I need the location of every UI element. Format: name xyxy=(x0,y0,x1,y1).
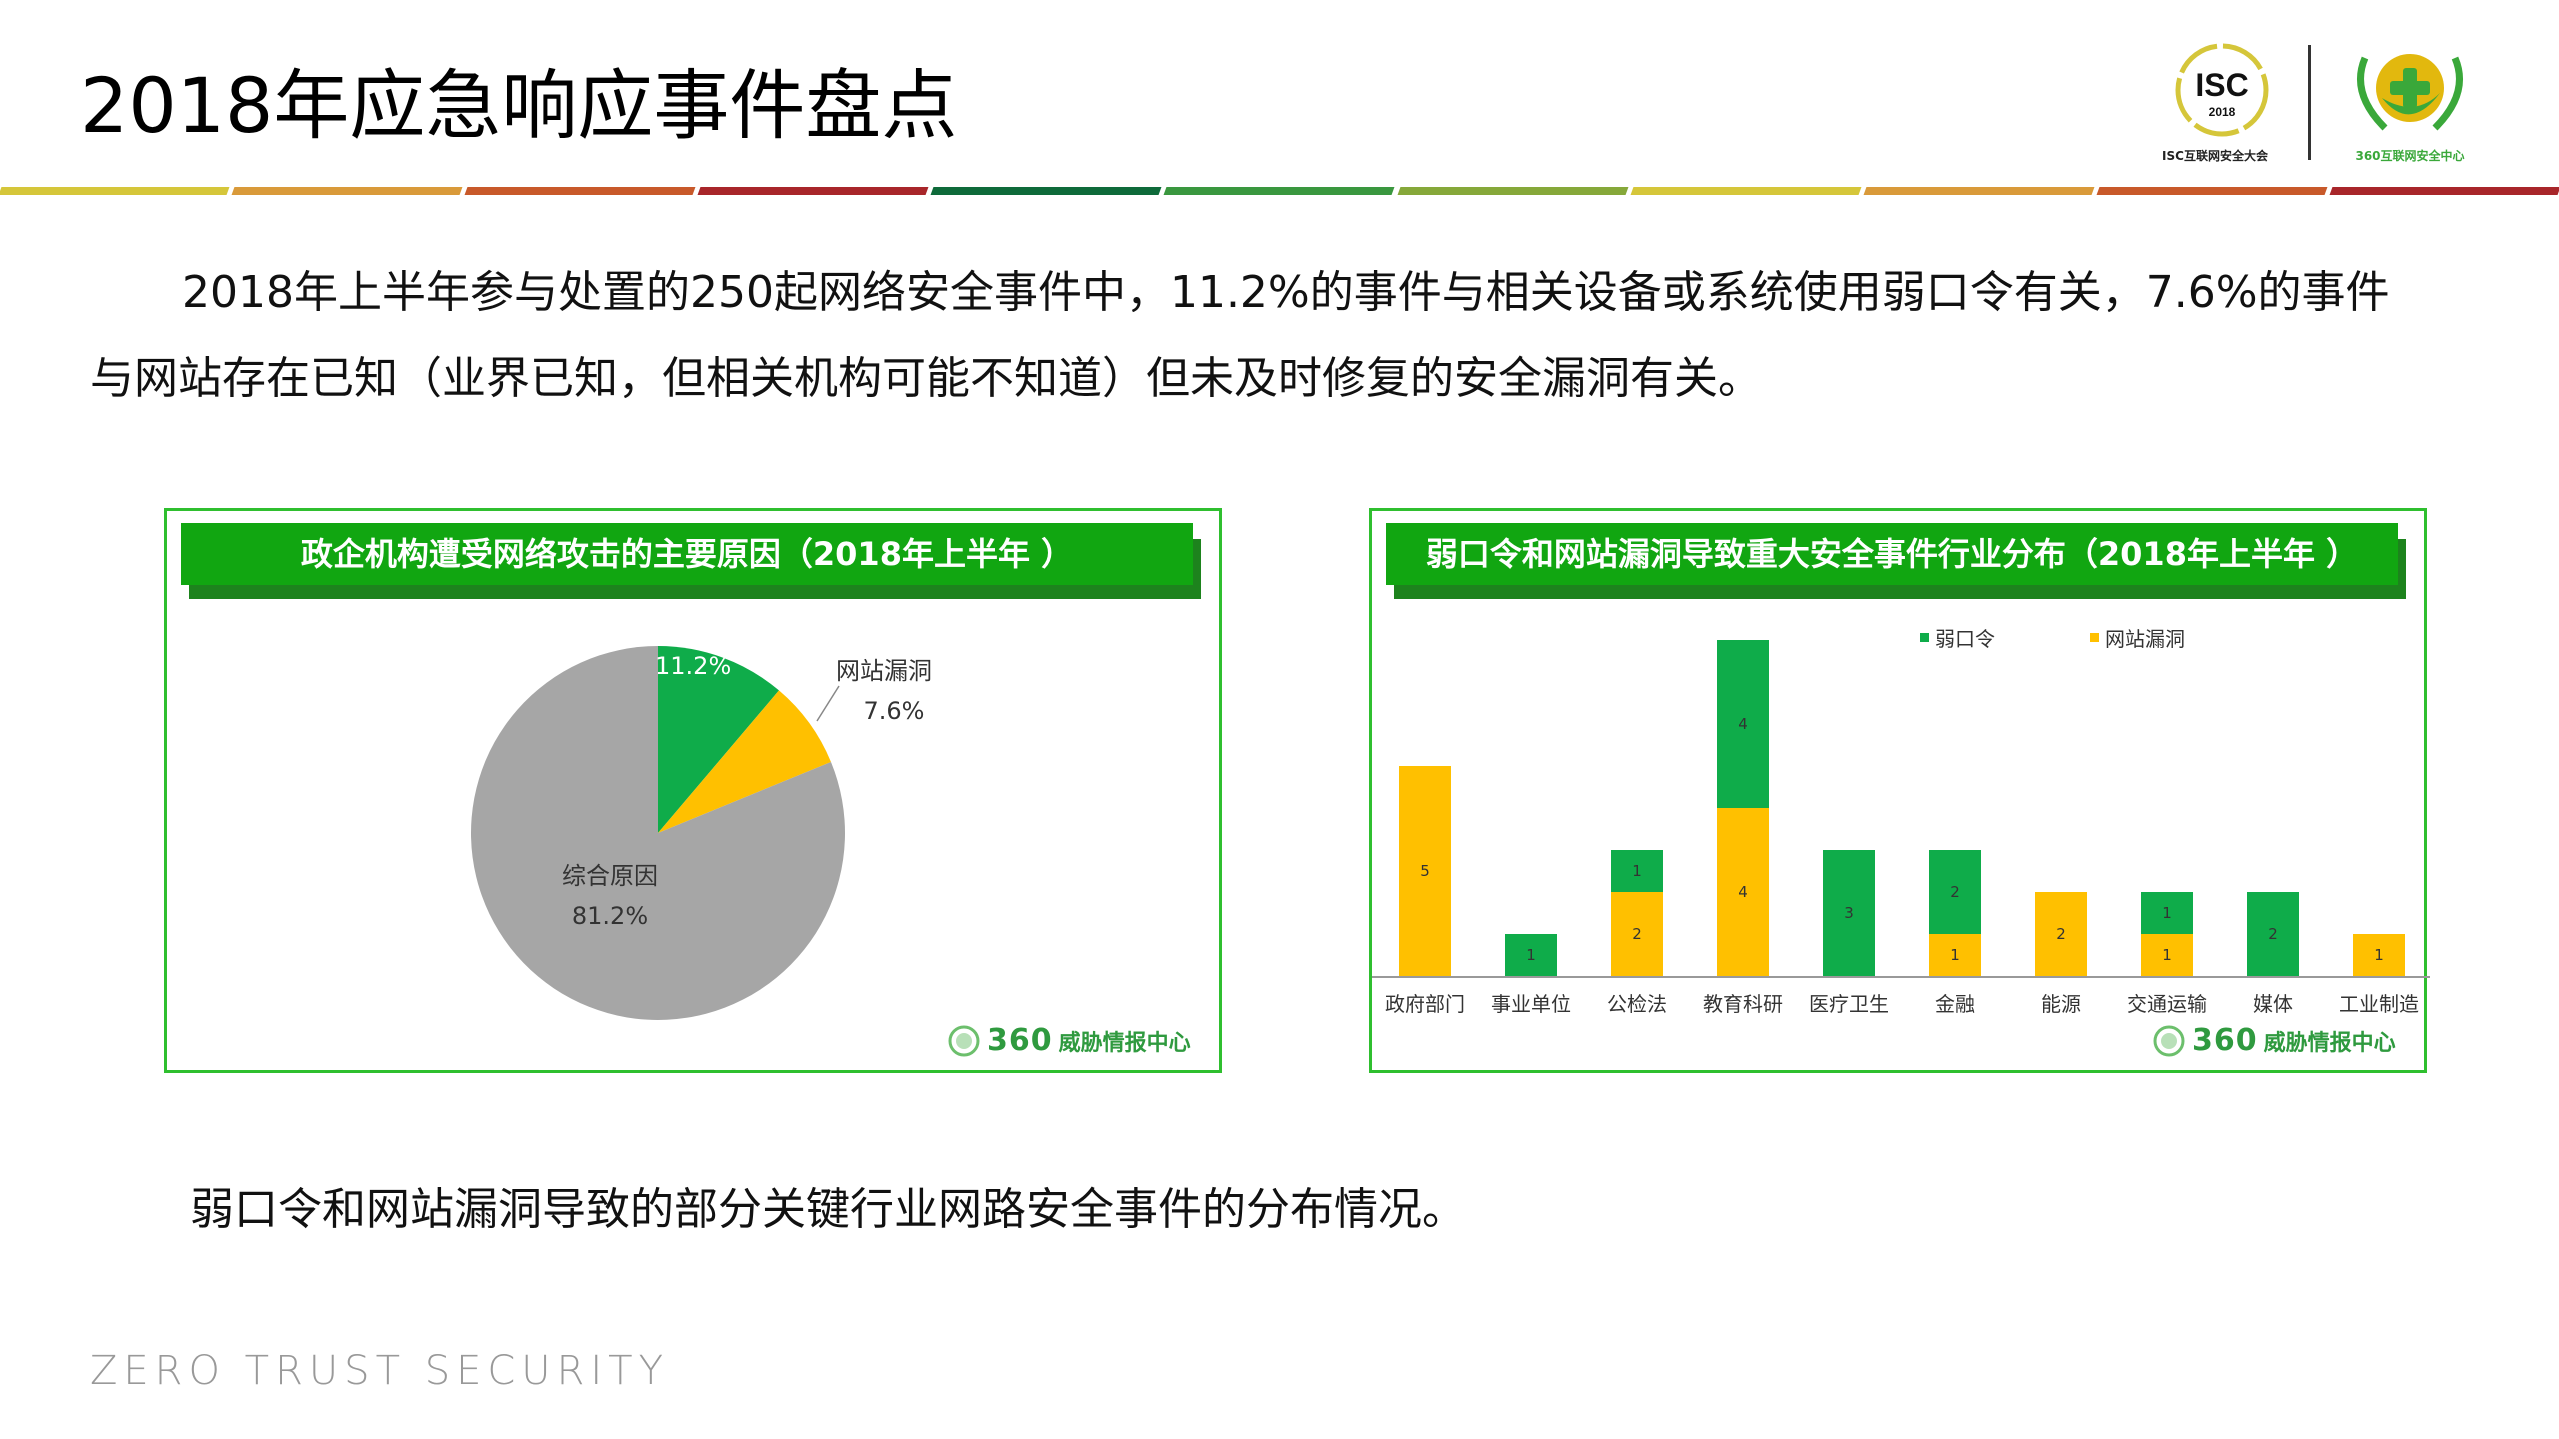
bar-segment-web-vuln: 1 xyxy=(2353,934,2405,976)
bar-segment-weak-password: 4 xyxy=(1717,640,1769,808)
bar-chart-panel: 弱口令和网站漏洞导致重大安全事件行业分布（2018年上半年 ） 弱口令 网站漏洞… xyxy=(1369,508,2430,1073)
pie-slice xyxy=(471,646,845,1020)
360-emblem-icon xyxy=(2153,1025,2185,1056)
watermark-text: 威胁情报中心 xyxy=(2263,1030,2396,1056)
bar-segment-weak-password: 2 xyxy=(2247,892,2299,976)
x-axis-label: 工业制造 xyxy=(2339,992,2419,1016)
bar-1: 1 xyxy=(1505,934,1557,976)
bar-6: 2 xyxy=(2035,892,2087,976)
legend-label: 网站漏洞 xyxy=(2105,627,2185,651)
bar-segment-web-vuln: 1 xyxy=(2141,934,2193,976)
page-title: 2018年应急响应事件盘点 xyxy=(80,61,958,150)
bar-segment-web-vuln: 5 xyxy=(1399,766,1451,976)
bar-segment-web-vuln: 1 xyxy=(1929,934,1981,976)
bar-segment-weak-password: 2 xyxy=(1929,850,1981,934)
x-axis-label: 事业单位 xyxy=(1491,992,1571,1016)
bar-segment-weak-password: 3 xyxy=(1823,850,1875,976)
stripe-segment xyxy=(1630,187,1862,195)
x-axis-label: 金融 xyxy=(1935,992,1975,1016)
watermark-360-threat-intel: 360 威胁情报中心 xyxy=(2152,1023,2396,1058)
stripe-segment xyxy=(231,187,463,195)
x-axis-label: 能源 xyxy=(2041,992,2081,1016)
pie-label-value: 81.2% xyxy=(571,902,649,930)
x-axis-label: 教育科研 xyxy=(1703,992,1783,1016)
svg-text:2018: 2018 xyxy=(2209,105,2236,119)
bar-segment-weak-password: 1 xyxy=(1505,934,1557,976)
watermark-360-threat-intel: 360 威胁情报中心 xyxy=(947,1023,1191,1058)
x-axis-label: 公检法 xyxy=(1607,992,1667,1016)
pie-label-name: 弱口令 xyxy=(657,612,730,640)
bar-9: 1 xyxy=(2353,934,2405,976)
pie-chart-title: 政企机构遭受网络攻击的主要原因（2018年上半年 ） xyxy=(181,523,1193,585)
pie-label-web-vuln: 网站漏洞 7.6% xyxy=(836,651,932,731)
svg-text:ISC: ISC xyxy=(2195,67,2248,103)
pie-label-weak-password: 弱口令 11.2% xyxy=(655,606,731,686)
pie-label-name: 综合原因 xyxy=(562,862,658,890)
x-axis-label: 媒体 xyxy=(2253,992,2293,1016)
pie-chart xyxy=(471,646,845,1020)
stripe-segment xyxy=(930,187,1162,195)
bar-chart-title: 弱口令和网站漏洞导致重大安全事件行业分布（2018年上半年 ） xyxy=(1386,523,2398,585)
x-axis-label: 医疗卫生 xyxy=(1809,992,1889,1016)
stripe-segment xyxy=(697,187,929,195)
x-axis-line xyxy=(1372,976,2430,978)
summary-text: 弱口令和网站漏洞导致的部分关键行业网路安全事件的分布情况。 xyxy=(190,1184,1466,1235)
pie-chart-panel: 政企机构遭受网络攻击的主要原因（2018年上半年 ） 弱口令 11.2% 网站漏… xyxy=(164,508,1222,1073)
pie-label-combined: 综合原因 81.2% xyxy=(562,856,658,936)
legend-weak-password: 弱口令 xyxy=(1920,623,1995,652)
legend-label: 弱口令 xyxy=(1935,627,1995,651)
stripe-segment xyxy=(1397,187,1629,195)
360-security-logo-icon xyxy=(2357,54,2463,131)
pie-label-value: 11.2% xyxy=(655,652,732,680)
intro-paragraph: 2018年上半年参与处置的250起网络安全事件中，11.2%的事件与相关设备或系… xyxy=(90,250,2490,422)
legend-swatch-green xyxy=(1920,633,1929,642)
360-emblem-icon xyxy=(948,1025,980,1056)
bar-0: 5 xyxy=(1399,766,1451,976)
pie-leader-line xyxy=(816,685,840,722)
intro-line-2: 与网站存在已知（业界已知，但相关机构可能不知道）但未及时修复的安全漏洞有关。 xyxy=(90,353,1762,404)
x-axis-label: 政府部门 xyxy=(1385,992,1465,1016)
bar-4: 3 xyxy=(1823,850,1875,976)
stripe-segment xyxy=(2329,187,2559,195)
pie-slice xyxy=(658,690,831,833)
stripe-segment xyxy=(1863,187,2095,195)
stripe-segment xyxy=(1164,187,1396,195)
intro-line-1: 2018年上半年参与处置的250起网络安全事件中，11.2%的事件与相关设备或系… xyxy=(182,267,2390,318)
360-center-caption: 360互联网安全中心 xyxy=(2355,149,2465,163)
isc-logo-icon: ISC 2018 xyxy=(2175,43,2269,137)
footer-slogan: ZERO TRUST SECURITY xyxy=(90,1348,670,1394)
header-stripe xyxy=(0,187,2559,195)
watermark-text: 威胁情报中心 xyxy=(1058,1030,1191,1056)
watermark-number: 360 xyxy=(2192,1023,2258,1058)
stripe-segment xyxy=(2096,187,2328,195)
bar-segment-web-vuln: 2 xyxy=(2035,892,2087,976)
stripe-segment xyxy=(464,187,696,195)
pie-label-name: 网站漏洞 xyxy=(836,657,932,685)
x-axis-label: 交通运输 xyxy=(2127,992,2207,1016)
watermark-number: 360 xyxy=(987,1023,1053,1058)
bar-segment-weak-password: 1 xyxy=(1611,850,1663,892)
legend-web-vuln: 网站漏洞 xyxy=(2090,623,2185,652)
logo-divider xyxy=(2308,45,2311,160)
bar-8: 2 xyxy=(2247,892,2299,976)
bar-segment-web-vuln: 4 xyxy=(1717,808,1769,976)
pie-slice xyxy=(658,646,779,833)
bar-segment-web-vuln: 2 xyxy=(1611,892,1663,976)
stripe-segment xyxy=(0,187,230,195)
pie-label-value: 7.6% xyxy=(863,697,925,725)
legend-swatch-yellow xyxy=(2090,633,2099,642)
bar-segment-weak-password: 1 xyxy=(2141,892,2193,934)
isc-caption: ISC互联网安全大会 xyxy=(2162,149,2268,163)
